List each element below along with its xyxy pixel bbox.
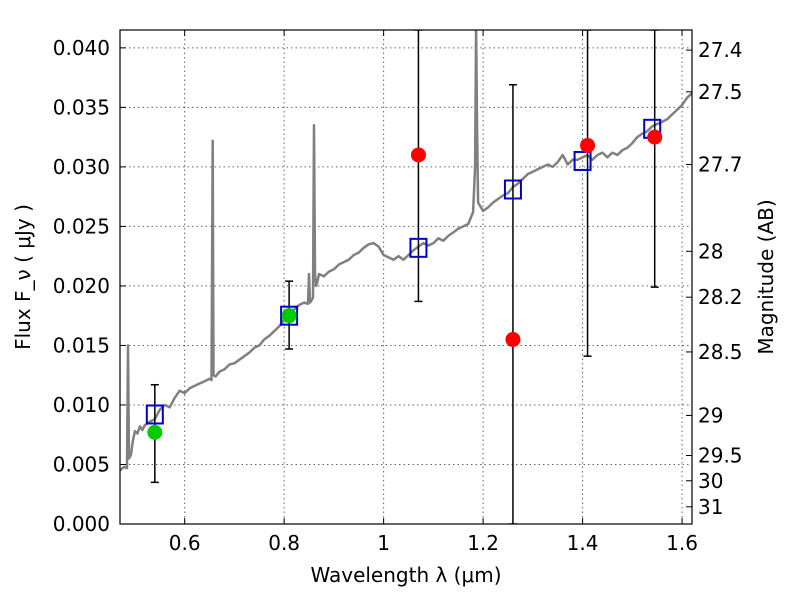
x-tick-label: 0.6 <box>169 531 201 555</box>
y2-tick-label: 29 <box>698 403 723 427</box>
y-tick-label: 0.035 <box>53 95 110 119</box>
grid <box>120 30 692 525</box>
axis-ticks: 0.6 0.8 1 1.2 1.4 1.6 0.000 0.005 0.010 0.015 0.02… <box>53 30 743 555</box>
y-tick-label: 0.015 <box>53 333 110 357</box>
y2-tick-label: 28 <box>698 239 723 263</box>
y-tick-label: 0.000 <box>53 512 110 536</box>
low-sig-point <box>580 137 596 153</box>
detection-point <box>147 424 163 440</box>
x-tick-label: 1.2 <box>467 531 499 555</box>
plot-frame <box>119 29 693 525</box>
y-tick-label: 0.040 <box>53 36 110 60</box>
model-flux-square <box>503 179 522 200</box>
y-tick-label: 0.025 <box>53 214 110 238</box>
y2-tick-label: 30 <box>698 469 723 493</box>
low-sig-point <box>647 129 663 145</box>
model-flux-square <box>409 237 428 258</box>
y-tick-label: 0.010 <box>53 393 110 417</box>
x-tick-label: 1.6 <box>666 531 698 555</box>
y2-tick-label: 27.5 <box>698 80 743 104</box>
y-tick-label: 0.005 <box>53 452 110 476</box>
y2-tick-label: 29.5 <box>698 444 743 468</box>
model-flux-square <box>280 305 299 326</box>
y2-axis-title: Magnitude (AB) <box>754 199 778 354</box>
model-flux-square <box>145 404 164 425</box>
x-tick-label: 1.4 <box>567 531 599 555</box>
y2-tick-label: 27.4 <box>698 38 743 62</box>
x-tick-label: 1 <box>377 531 390 555</box>
low-sig-point <box>410 147 426 163</box>
y2-tick-label: 31 <box>698 495 723 519</box>
y2-tick-label: 28.2 <box>698 285 743 309</box>
y2-tick-label: 27.7 <box>698 153 743 177</box>
plot-area <box>120 30 692 524</box>
spectrum-line <box>120 30 692 472</box>
x-axis-title: Wavelength λ (μm) <box>310 563 501 587</box>
y-tick-label: 0.030 <box>53 155 110 179</box>
clipped-layer <box>120 30 692 524</box>
detection-point <box>281 308 297 324</box>
model-flux-square <box>573 150 592 171</box>
y2-tick-label: 28.5 <box>698 340 743 364</box>
x-tick-label: 0.8 <box>268 531 300 555</box>
low-sig-point <box>505 331 521 347</box>
y-tick-label: 0.020 <box>53 274 110 298</box>
y-axis-title: Flux F_ν ( μJy ) <box>11 204 35 350</box>
